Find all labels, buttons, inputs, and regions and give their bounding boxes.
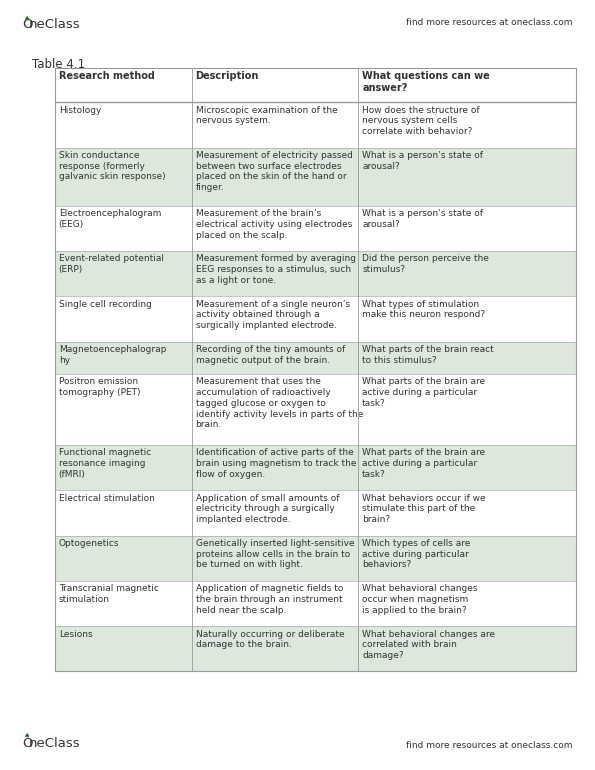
Text: What behavioral changes
occur when magnetism
is applied to the brain?: What behavioral changes occur when magne… — [362, 584, 478, 614]
Bar — [55, 490, 576, 536]
Text: How does the structure of
nervous system cells
correlate with behavior?: How does the structure of nervous system… — [362, 105, 480, 136]
Bar — [55, 374, 576, 445]
Text: Lesions: Lesions — [59, 630, 92, 638]
Text: What parts of the brain react
to this stimulus?: What parts of the brain react to this st… — [362, 345, 494, 365]
Text: Application of magnetic fields to
the brain through an instrument
held near the : Application of magnetic fields to the br… — [196, 584, 343, 614]
Bar — [55, 68, 576, 102]
Text: ♠: ♠ — [23, 733, 30, 738]
Text: What parts of the brain are
active during a particular
task?: What parts of the brain are active durin… — [362, 448, 486, 479]
Text: find more resources at oneclass.com: find more resources at oneclass.com — [406, 741, 573, 750]
Text: Histology: Histology — [59, 105, 101, 115]
Text: What parts of the brain are
active during a particular
task?: What parts of the brain are active durin… — [362, 377, 486, 408]
Text: Microscopic examination of the
nervous system.: Microscopic examination of the nervous s… — [196, 105, 337, 126]
Text: Measurement of a single neuron’s
activity obtained through a
surgically implante: Measurement of a single neuron’s activit… — [196, 300, 350, 330]
Text: Table 4.1: Table 4.1 — [32, 58, 85, 71]
Text: neClass: neClass — [29, 737, 80, 750]
Text: Skin conductance
response (formerly
galvanic skin response): Skin conductance response (formerly galv… — [59, 151, 165, 182]
Text: Functional magnetic
resonance imaging
(fMRI): Functional magnetic resonance imaging (f… — [59, 448, 151, 479]
Text: Event-related potential
(ERP): Event-related potential (ERP) — [59, 254, 164, 274]
Text: Which types of cells are
active during particular
behaviors?: Which types of cells are active during p… — [362, 539, 471, 570]
Bar — [55, 626, 576, 671]
Text: Optogenetics: Optogenetics — [59, 539, 119, 548]
Text: ♠: ♠ — [23, 16, 30, 22]
Text: Magnetoencephalograp
hy: Magnetoencephalograp hy — [59, 345, 166, 365]
Bar — [55, 148, 576, 206]
Text: Measurement of the brain’s
electrical activity using electrodes
placed on the sc: Measurement of the brain’s electrical ac… — [196, 209, 352, 239]
Text: What behaviors occur if we
stimulate this part of the
brain?: What behaviors occur if we stimulate thi… — [362, 494, 486, 524]
Text: Genetically inserted light-sensitive
proteins allow cells in the brain to
be tur: Genetically inserted light-sensitive pro… — [196, 539, 354, 570]
Text: O: O — [22, 18, 33, 31]
Text: Measurement that uses the
accumulation of radioactively
tagged glucose or oxygen: Measurement that uses the accumulation o… — [196, 377, 363, 430]
Text: Recording of the tiny amounts of
magnetic output of the brain.: Recording of the tiny amounts of magneti… — [196, 345, 345, 365]
Text: Description: Description — [196, 71, 259, 81]
Text: Measurement of electricity passed
between two surface electrodes
placed on the s: Measurement of electricity passed betwee… — [196, 151, 352, 192]
Bar — [55, 445, 576, 490]
Bar — [55, 296, 576, 342]
Text: What is a person’s state of
arousal?: What is a person’s state of arousal? — [362, 209, 483, 229]
Bar — [55, 536, 576, 581]
Text: neClass: neClass — [29, 18, 80, 31]
Text: O: O — [22, 737, 33, 750]
Text: Electroencephalogram
(EEG): Electroencephalogram (EEG) — [59, 209, 161, 229]
Bar — [55, 102, 576, 148]
Text: What types of stimulation
make this neuron respond?: What types of stimulation make this neur… — [362, 300, 486, 320]
Text: Naturally occurring or deliberate
damage to the brain.: Naturally occurring or deliberate damage… — [196, 630, 345, 649]
Text: What is a person’s state of
arousal?: What is a person’s state of arousal? — [362, 151, 483, 171]
Text: Application of small amounts of
electricity through a surgically
implanted elect: Application of small amounts of electric… — [196, 494, 339, 524]
Text: What behavioral changes are
correlated with brain
damage?: What behavioral changes are correlated w… — [362, 630, 495, 660]
Text: Identification of active parts of the
brain using magnetism to track the
flow of: Identification of active parts of the br… — [196, 448, 356, 479]
Text: Research method: Research method — [59, 71, 155, 81]
Text: Positron emission
tomography (PET): Positron emission tomography (PET) — [59, 377, 140, 397]
Bar — [55, 206, 576, 251]
Text: Did the person perceive the
stimulus?: Did the person perceive the stimulus? — [362, 254, 489, 274]
Text: What questions can we
answer?: What questions can we answer? — [362, 71, 490, 93]
Text: find more resources at oneclass.com: find more resources at oneclass.com — [406, 18, 573, 27]
Bar — [55, 251, 576, 296]
Text: Single cell recording: Single cell recording — [59, 300, 152, 309]
Text: Measurement formed by averaging
EEG responses to a stimulus, such
as a light or : Measurement formed by averaging EEG resp… — [196, 254, 356, 285]
Text: Transcranial magnetic
stimulation: Transcranial magnetic stimulation — [59, 584, 159, 604]
Bar — [55, 581, 576, 626]
Text: Electrical stimulation: Electrical stimulation — [59, 494, 155, 503]
Bar — [55, 342, 576, 374]
